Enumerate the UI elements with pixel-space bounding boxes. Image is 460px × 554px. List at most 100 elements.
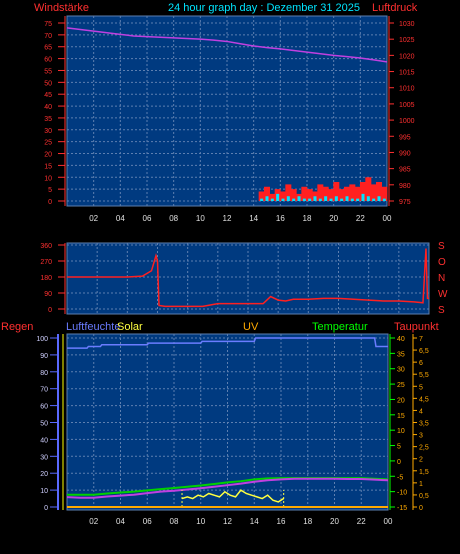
wind-panel-x-tick-label: 12 (223, 214, 232, 223)
temperature-y-tick-label: -5 (397, 474, 403, 481)
humidity-y-tick-label: 0 (44, 505, 48, 512)
wind-panel-x-tick-label: 18 (303, 214, 312, 223)
temperature-y-tick-label: 40 (397, 336, 405, 343)
pressure-y-tick-label: 1000 (399, 118, 415, 125)
wind-panel-x-tick-label: 08 (169, 214, 178, 223)
humidity-axis-title: Luftfeuchte (66, 321, 120, 333)
temperature-y-tick-label: 0 (397, 459, 401, 466)
direction-y-tick-label: 360 (40, 243, 52, 250)
compass-tick-label: S (438, 241, 445, 252)
wind-y-tick-label: 45 (44, 92, 52, 99)
wind-panel-x-tick-label: 16 (276, 214, 285, 223)
pressure-y-tick-label: 1025 (399, 37, 415, 44)
temperature-y-tick-label: 5 (397, 444, 401, 451)
uv-y-tick-label: 5 (419, 384, 423, 391)
uv-y-tick-label: 2,5 (419, 445, 429, 452)
wind-panel-x-tick-label: 02 (89, 214, 98, 223)
climate-panel-x-tick-label: 08 (170, 517, 179, 526)
wind-pressure-panel (66, 15, 388, 207)
temperature-y-tick-label: -15 (397, 505, 407, 512)
wind-y-tick-label: 20 (44, 152, 52, 159)
climate-panel-x-tick-label: 20 (330, 517, 339, 526)
pressure-axis-title: Luftdruck (372, 2, 418, 14)
direction-y-tick-label: 0 (48, 307, 52, 314)
uv-y-tick-label: 0 (419, 505, 423, 512)
humidity-y-tick-label: 30 (40, 454, 48, 461)
humidity-line (67, 337, 388, 349)
uv-y-tick-label: 6,5 (419, 348, 429, 355)
uv-y-tick-label: 3 (419, 433, 423, 440)
uv-y-tick-label: 3,5 (419, 421, 429, 428)
wind-panel-x-tick-label: 00 (383, 214, 392, 223)
climate-panel-x-tick-label: 16 (277, 517, 286, 526)
uv-y-tick-label: 4,5 (419, 396, 429, 403)
climate-panel-x-tick-label: 18 (303, 517, 312, 526)
humidity-y-tick-label: 80 (40, 370, 48, 377)
humidity-y-tick-label: 50 (40, 421, 48, 428)
climate-panel-x-tick-label: 14 (250, 517, 259, 526)
humidity-y-tick-label: 60 (40, 404, 48, 411)
wind-y-tick-label: 35 (44, 116, 52, 123)
direction-y-tick-label: 270 (40, 259, 52, 266)
wind-y-tick-label: 15 (44, 163, 52, 170)
temperature-axis-title: Temperatur (312, 321, 368, 333)
temperature-y-tick-label: 30 (397, 367, 405, 374)
pressure-y-tick-label: 1010 (399, 86, 415, 93)
wind-direction-line (67, 248, 429, 308)
pressure-y-tick-label: 1015 (399, 70, 415, 77)
compass-tick-label: S (438, 305, 445, 316)
wind-panel-x-tick-label: 14 (249, 214, 258, 223)
wind-y-tick-label: 30 (44, 128, 52, 135)
wind-panel-x-tick-label: 20 (329, 214, 338, 223)
rain-axis-title: Regen (1, 321, 33, 333)
uv-y-tick-label: 7 (419, 336, 423, 343)
direction-y-tick-label: 90 (44, 291, 52, 298)
temperature-y-tick-label: -10 (397, 490, 407, 497)
wind-y-tick-label: 60 (44, 57, 52, 64)
uv-y-tick-label: 1,5 (419, 469, 429, 476)
uv-y-tick-label: 2 (419, 457, 423, 464)
wind-y-tick-label: 10 (44, 175, 52, 182)
pressure-line (66, 27, 388, 63)
humidity-y-tick-label: 10 (40, 488, 48, 495)
temperature-y-tick-label: 15 (397, 413, 405, 420)
uv-y-tick-label: 1 (419, 481, 423, 488)
dewpoint-axis-title: Taupunkt (394, 321, 439, 333)
humidity-y-tick-label: 100 (36, 336, 48, 343)
pressure-y-tick-label: 980 (399, 183, 411, 190)
dewpoint-line (66, 477, 389, 499)
climate-panel-x-tick-label: 02 (89, 517, 98, 526)
wind-y-tick-label: 70 (44, 33, 52, 40)
climate-panel-x-tick-label: 10 (196, 517, 205, 526)
humidity-y-tick-label: 20 (40, 471, 48, 478)
wind-y-tick-label: 55 (44, 68, 52, 75)
wind-axis-title: Windstärke (34, 2, 89, 14)
pressure-y-tick-label: 995 (399, 134, 411, 141)
wind-y-tick-label: 5 (48, 187, 52, 194)
wind-panel-x-tick-label: 04 (116, 214, 125, 223)
temperature-y-tick-label: 20 (397, 397, 405, 404)
uv-y-tick-label: 6 (419, 360, 423, 367)
wind-y-tick-label: 65 (44, 45, 52, 52)
wind-panel-x-tick-label: 06 (143, 214, 152, 223)
pressure-y-tick-label: 1030 (399, 21, 415, 28)
climate-panel-x-tick-label: 06 (143, 517, 152, 526)
climate-panel-x-tick-label: 12 (223, 517, 232, 526)
wind-y-tick-label: 75 (44, 21, 52, 28)
chart-title: 24 hour graph day : Dezember 31 2025 (168, 2, 360, 14)
humidity-y-tick-label: 90 (40, 353, 48, 360)
uv-axis-title: UV (243, 321, 259, 333)
wind-y-tick-label: 25 (44, 140, 52, 147)
wind-direction-panel (66, 242, 430, 315)
climate-panel-x-tick-label: 04 (116, 517, 125, 526)
temperature-y-tick-label: 10 (397, 428, 405, 435)
wind-panel-x-tick-label: 10 (196, 214, 205, 223)
compass-tick-label: O (438, 257, 446, 268)
wind-y-tick-label: 40 (44, 104, 52, 111)
pressure-y-tick-label: 975 (399, 199, 411, 206)
compass-tick-label: N (438, 273, 445, 284)
compass-tick-label: W (438, 289, 448, 300)
humidity-y-tick-label: 70 (40, 387, 48, 394)
temperature-y-tick-label: 25 (397, 382, 405, 389)
